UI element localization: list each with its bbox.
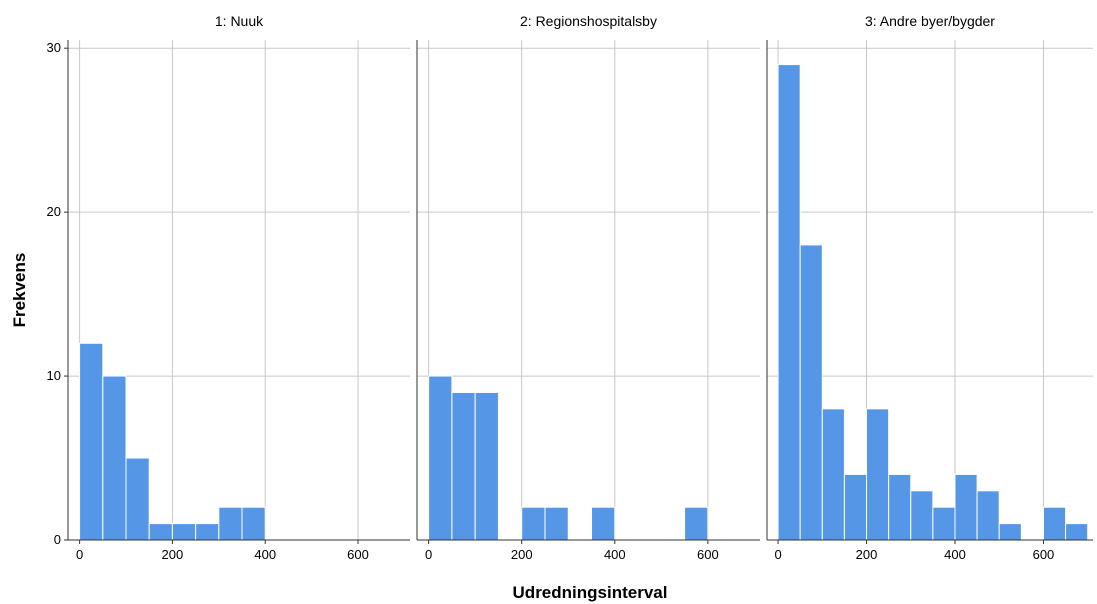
x-tick-label: 600 xyxy=(1033,547,1055,562)
x-tick-label: 600 xyxy=(347,547,369,562)
histogram-bar xyxy=(910,490,934,541)
x-axis-title: Udredningsinterval xyxy=(513,583,668,602)
histogram-bar xyxy=(684,506,709,541)
x-tick-label: 200 xyxy=(511,547,533,562)
histogram-bar xyxy=(171,523,197,541)
x-tick-label: 0 xyxy=(774,547,781,562)
histogram-bar xyxy=(451,391,476,541)
histogram-bar xyxy=(954,473,978,541)
histogram-bar xyxy=(474,391,499,541)
x-tick-label: 600 xyxy=(697,547,719,562)
histogram-bar xyxy=(843,473,868,541)
histogram-bar xyxy=(102,375,127,541)
panel-3: 0 200 400 600 3: Andre byer/bygder xyxy=(766,13,1093,562)
x-tick-label: 0 xyxy=(425,547,432,562)
panel-1: 0 200 400 600 1: Nuuk xyxy=(67,13,410,562)
histogram-bar xyxy=(521,506,546,541)
panel-title: 3: Andre byer/bygder xyxy=(865,13,995,29)
histogram-bar xyxy=(777,64,801,541)
x-tick-label: 200 xyxy=(856,547,878,562)
histogram-bar xyxy=(148,523,173,541)
y-axis-ticks: 0 10 20 30 xyxy=(47,40,68,547)
histogram-bar xyxy=(821,408,845,541)
panel-2: 0 200 400 600 2: Regionshospitalsby xyxy=(416,13,760,562)
panels: 0 200 400 600 1: Nuuk 0 200 400 600 2: Regionshos… xyxy=(67,13,1093,562)
histogram-bar xyxy=(888,473,912,541)
histogram-bar xyxy=(428,375,453,541)
y-tick-label: 10 xyxy=(47,368,61,383)
histogram-bar xyxy=(998,523,1022,541)
histogram-bar xyxy=(799,244,823,541)
x-tick-label: 400 xyxy=(604,547,626,562)
histogram-bar xyxy=(591,506,616,541)
histogram-bar xyxy=(1065,523,1089,541)
x-tick-label: 400 xyxy=(944,547,966,562)
histogram-bar xyxy=(241,506,266,541)
histogram-bar xyxy=(125,457,150,541)
x-tick-label: 200 xyxy=(162,547,184,562)
y-tick-label: 0 xyxy=(54,532,61,547)
histogram-bar xyxy=(1042,506,1067,541)
panel-title: 1: Nuuk xyxy=(215,13,264,29)
histogram-bar xyxy=(932,506,956,541)
histogram-bar xyxy=(866,408,890,541)
x-tick-label: 0 xyxy=(76,547,83,562)
x-tick-label: 400 xyxy=(254,547,276,562)
panel-title: 2: Regionshospitalsby xyxy=(520,13,657,29)
y-tick-label: 20 xyxy=(47,204,61,219)
histogram-bar xyxy=(195,523,220,541)
histogram-bar xyxy=(218,506,243,541)
histogram-bar xyxy=(544,506,569,541)
histogram-bar xyxy=(79,342,104,541)
histogram-bar xyxy=(976,490,1000,541)
y-tick-label: 30 xyxy=(47,40,61,55)
y-axis-title: Frekvens xyxy=(10,253,29,328)
